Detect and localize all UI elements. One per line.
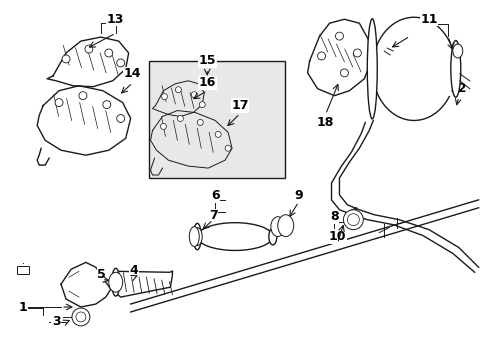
Text: 8: 8 — [329, 210, 338, 223]
Text: 14: 14 — [123, 67, 141, 80]
Ellipse shape — [317, 52, 325, 60]
Ellipse shape — [55, 99, 63, 107]
Ellipse shape — [353, 49, 361, 57]
Ellipse shape — [117, 114, 124, 122]
Text: 6: 6 — [210, 189, 219, 202]
Text: 10: 10 — [328, 230, 346, 243]
Ellipse shape — [189, 227, 199, 247]
Text: 7: 7 — [208, 209, 217, 222]
Ellipse shape — [192, 228, 202, 246]
Text: 5: 5 — [97, 268, 106, 281]
Ellipse shape — [102, 100, 111, 109]
Ellipse shape — [160, 123, 166, 129]
Ellipse shape — [268, 228, 276, 245]
Text: 9: 9 — [294, 189, 303, 202]
Ellipse shape — [117, 59, 124, 67]
Ellipse shape — [197, 223, 272, 251]
Ellipse shape — [346, 214, 359, 226]
Ellipse shape — [76, 312, 86, 322]
Text: 2: 2 — [19, 265, 28, 278]
Text: 16: 16 — [198, 76, 216, 89]
Ellipse shape — [85, 45, 93, 53]
Ellipse shape — [335, 32, 343, 40]
Ellipse shape — [340, 69, 347, 77]
Ellipse shape — [452, 44, 462, 58]
Text: 17: 17 — [231, 99, 248, 112]
Ellipse shape — [193, 223, 201, 250]
Ellipse shape — [161, 94, 167, 100]
Bar — [17, 266, 29, 274]
Ellipse shape — [277, 215, 293, 237]
Ellipse shape — [199, 102, 205, 108]
Ellipse shape — [191, 92, 197, 98]
Ellipse shape — [175, 87, 181, 93]
Bar — [148, 61, 284, 178]
Text: 12: 12 — [449, 82, 467, 95]
Ellipse shape — [366, 19, 376, 119]
Ellipse shape — [112, 268, 120, 296]
Text: 13: 13 — [107, 13, 124, 26]
Ellipse shape — [270, 217, 284, 237]
Ellipse shape — [62, 55, 70, 63]
Text: 1: 1 — [19, 301, 28, 314]
Text: 18: 18 — [316, 116, 333, 129]
Text: 11: 11 — [419, 13, 437, 26]
Ellipse shape — [79, 92, 87, 100]
Ellipse shape — [371, 17, 455, 121]
Ellipse shape — [104, 49, 113, 57]
Text: 4: 4 — [129, 264, 138, 277]
Ellipse shape — [450, 40, 460, 97]
Text: 15: 15 — [198, 54, 216, 67]
Ellipse shape — [177, 116, 183, 121]
Ellipse shape — [343, 210, 363, 230]
Ellipse shape — [215, 131, 221, 137]
Ellipse shape — [197, 120, 203, 125]
Ellipse shape — [108, 272, 122, 292]
Ellipse shape — [72, 308, 90, 326]
Ellipse shape — [224, 145, 231, 151]
Text: 3: 3 — [52, 315, 60, 328]
